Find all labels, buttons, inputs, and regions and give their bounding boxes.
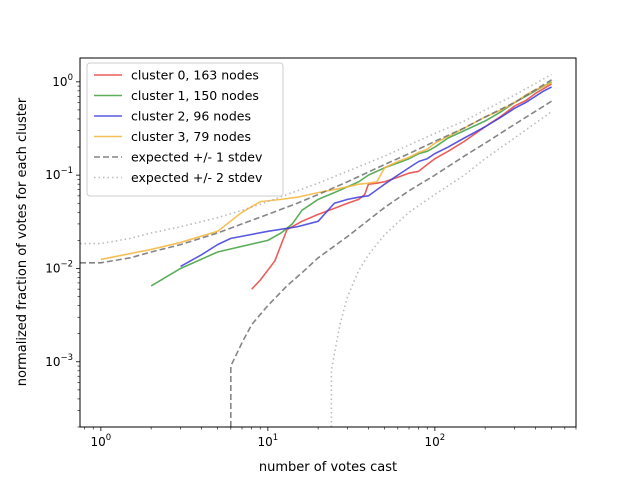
- legend-label-2: cluster 2, 96 nodes: [131, 109, 251, 124]
- legend-label-0: cluster 0, 163 nodes: [131, 68, 259, 83]
- series-line-5-upper: [80, 73, 552, 245]
- series-line-5-lower: [330, 110, 553, 427]
- y-axis-label: normalized fraction of votes for each cl…: [15, 97, 30, 386]
- legend-label-1: cluster 1, 150 nodes: [131, 88, 259, 103]
- legend-box: [86, 62, 284, 197]
- legend-label-3: cluster 3, 79 nodes: [131, 129, 251, 144]
- series-line-4-upper: [80, 79, 553, 264]
- series-layer: [80, 73, 553, 427]
- y-tick-label-1: 10−2: [45, 259, 73, 275]
- y-tick-label-2: 10−1: [45, 166, 73, 182]
- legend-label-5: expected +/- 2 stdev: [131, 170, 263, 185]
- tick-layer: 100 101 102 10−3 10−2 10−1 100: [45, 73, 577, 449]
- series-line-2: [180, 86, 552, 268]
- legend: cluster 0, 163 nodes cluster 1, 150 nodes…: [86, 62, 284, 197]
- y-tick-label-3: 100: [52, 73, 73, 89]
- x-tick-label-0: 100: [91, 433, 112, 449]
- y-tick-label-0: 10−3: [45, 353, 73, 369]
- x-tick-label-2: 102: [425, 433, 446, 449]
- plot-frame: [79, 57, 577, 428]
- series-line-3: [100, 81, 552, 261]
- x-tick-label-1: 101: [258, 433, 279, 449]
- series-line-4-lower: [230, 100, 553, 427]
- x-axis-label: number of votes cast: [259, 460, 397, 475]
- legend-label-4: expected +/- 1 stdev: [131, 150, 263, 165]
- series-line-0: [251, 83, 553, 290]
